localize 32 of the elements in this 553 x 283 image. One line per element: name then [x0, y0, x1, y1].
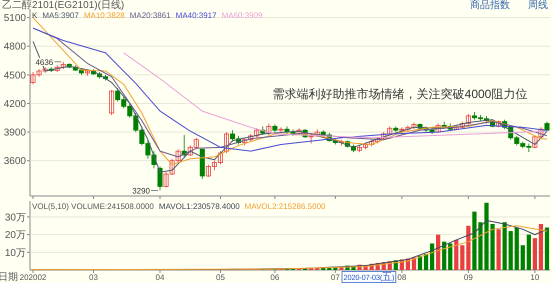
- y-tick-label: 30万: [4, 212, 26, 224]
- chart-title: VOL(5,10) VOLUME:241508.0000: [32, 202, 154, 211]
- y-tick-label: 3600: [4, 156, 26, 168]
- x-tick-label: 10: [530, 273, 540, 282]
- annotation: 需求端利好助推市场情绪，关注突破4000阻力位: [272, 87, 528, 101]
- annotation: 3290: [132, 186, 151, 196]
- y-tick-label: 3900: [4, 128, 26, 139]
- x-tick-label: 03: [89, 273, 98, 282]
- annotation: 4636: [35, 58, 54, 67]
- text: MAVOL2:215286.5000: [244, 202, 326, 211]
- text: MA10:3828: [84, 11, 126, 20]
- x-tick-label: 08: [397, 273, 407, 282]
- x-tick-label: 06: [270, 273, 280, 282]
- y-tick-label: 4500: [4, 70, 26, 82]
- x-tick-label: 202002: [20, 273, 47, 282]
- y-tick-label: 5100: [4, 13, 26, 24]
- text: MAVOL1:230578.4000: [158, 202, 240, 211]
- text: MA60:3909: [222, 11, 264, 20]
- y-tick-label: 10万: [4, 248, 26, 259]
- y-tick-label: 4200: [4, 98, 26, 110]
- x-tick-label: 09: [464, 273, 474, 282]
- y-tick-label: 4800: [4, 42, 26, 53]
- y-tick-label: 20万: [4, 230, 26, 242]
- text: MA5:3907: [42, 11, 80, 20]
- x-tick-label: 07: [330, 273, 340, 282]
- x-tick-label: 04: [156, 273, 165, 282]
- legend-title: K: [32, 11, 38, 20]
- text: MA40:3917: [176, 11, 218, 20]
- x-tick-label: 05: [216, 273, 226, 282]
- annotation: 周线: [528, 0, 548, 11]
- text: MA20:3861: [130, 11, 172, 20]
- chart-title: 乙二醇2101(EG2101)(日线): [2, 0, 124, 11]
